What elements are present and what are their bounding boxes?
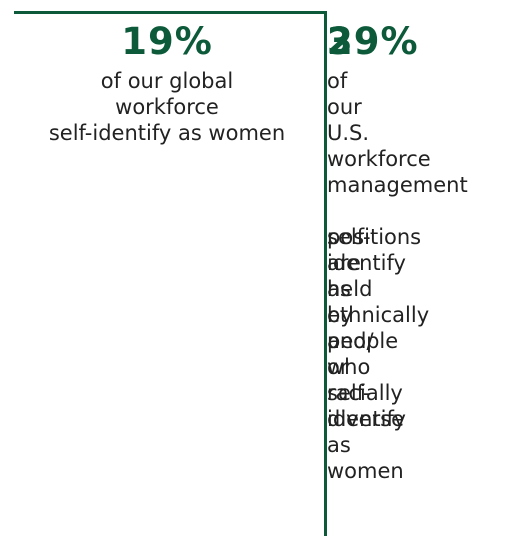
stat-value-overlap: 2	[327, 20, 353, 63]
column-divider	[324, 11, 327, 536]
stat-caption-line: of our global	[100, 69, 234, 93]
stat-caption-line: self-identify as women	[48, 121, 286, 145]
stat-caption-overlap-b: self-identify as ethnically and/ or raci…	[327, 225, 430, 431]
stat-global-women: 19% of our global workforce self-identif…	[14, 18, 320, 146]
stat-us-management-women: 2 39% of our U.S. workforce management p…	[327, 18, 507, 536]
stat-value: 39%	[327, 20, 419, 63]
stat-caption: of our U.S. workforce management	[327, 69, 468, 197]
top-rule	[14, 11, 326, 14]
stat-caption: of our global workforce self-identify as…	[14, 68, 320, 146]
stat-caption-overlap: positions are held by people who self-id…	[327, 225, 422, 483]
stat-caption-line: workforce	[115, 95, 219, 119]
stat-value: 19%	[121, 20, 213, 63]
